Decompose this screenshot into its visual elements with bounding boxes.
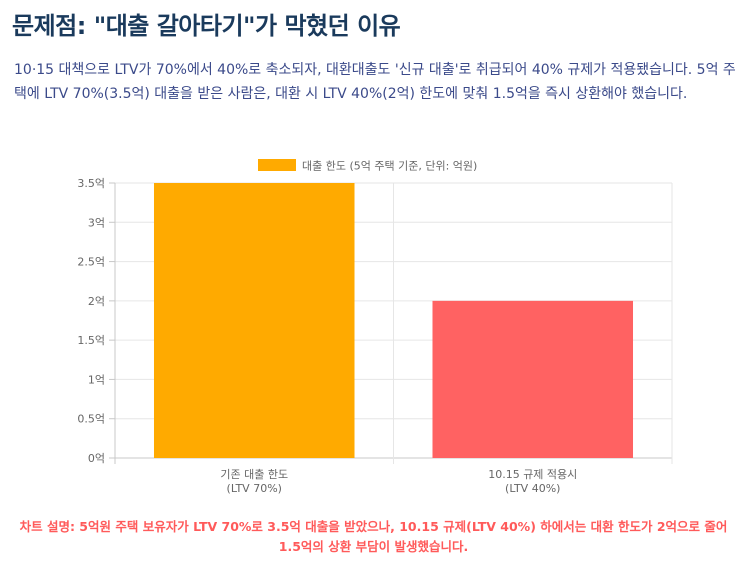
bar-chart: 대출 한도 (5억 주택 기준, 단위: 억원) 0억 0.5억 1억 1.5억 2억 2… — [77, 159, 673, 495]
chart-bars — [153, 183, 634, 458]
description-text: 10·15 대책으로 LTV가 70%에서 40%로 축소되자, 대환대출도 '… — [14, 62, 736, 102]
y-tick-label: 2.5억 — [77, 256, 105, 269]
chart-caption: 차트 설명: 5억원 주택 보유자가 LTV 70%로 3.5억 대출을 받았으… — [19, 519, 728, 554]
y-tick-label: 3억 — [88, 216, 105, 229]
y-tick-label: 0.5억 — [77, 413, 105, 426]
page-title: 문제점: "대출 갈아타기"가 막혔던 이유 — [12, 12, 401, 40]
x-axis-labels: 기존 대출 한도(LTV 70%) 10.15 규제 적용시(LTV 40%) — [220, 468, 577, 495]
bar[interactable] — [153, 183, 355, 458]
y-tick-label: 1.5억 — [77, 334, 105, 347]
legend-swatch — [258, 159, 296, 171]
y-tick-label: 3.5억 — [77, 177, 105, 190]
chart-axes — [109, 182, 115, 459]
y-axis-labels: 0억 0.5억 1억 1.5억 2억 2.5억 3억 3.5억 — [77, 177, 105, 465]
y-tick-label: 2억 — [88, 295, 105, 308]
x-tick-label: 기존 대출 한도 — [220, 468, 288, 481]
chart-legend[interactable]: 대출 한도 (5억 주택 기준, 단위: 억원) — [258, 159, 477, 173]
legend-label: 대출 한도 (5억 주택 기준, 단위: 억원) — [302, 160, 477, 173]
x-tick-label: (LTV 40%) — [505, 482, 560, 495]
y-tick-label: 1억 — [88, 373, 105, 386]
x-tick-label: (LTV 70%) — [227, 482, 282, 495]
y-tick-label: 0억 — [88, 452, 105, 465]
x-tick-label: 10.15 규제 적용시 — [488, 468, 577, 481]
bar[interactable] — [432, 300, 634, 458]
